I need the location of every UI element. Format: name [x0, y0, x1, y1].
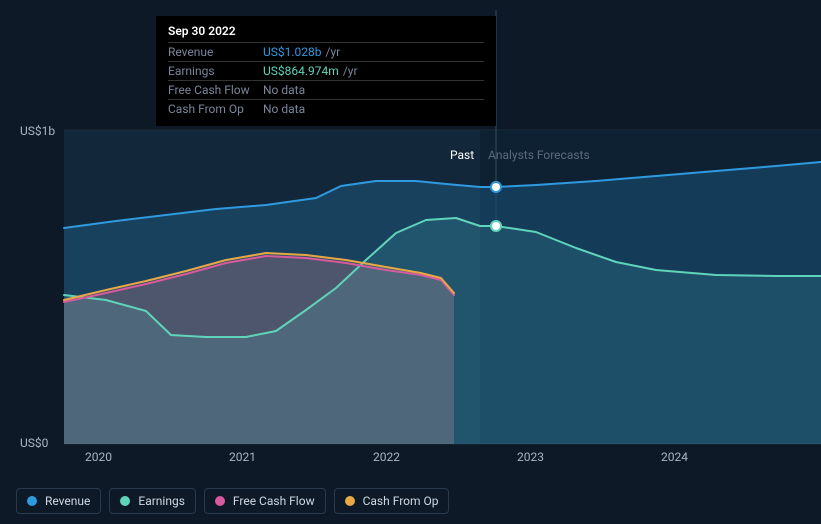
legend-item[interactable]: Cash From Op: [334, 488, 450, 514]
tooltip-row-value: US$864.974m/yr: [263, 64, 484, 78]
legend-item[interactable]: Free Cash Flow: [204, 488, 326, 514]
legend-label: Earnings: [138, 494, 185, 508]
legend-item[interactable]: Earnings: [109, 488, 196, 514]
tooltip-row-label: Earnings: [168, 64, 263, 78]
tooltip-row: RevenueUS$1.028b/yr: [168, 42, 484, 61]
tooltip-row-label: Revenue: [168, 45, 263, 59]
legend-dot-icon: [27, 496, 37, 506]
tooltip-row-label: Free Cash Flow: [168, 83, 263, 97]
legend-dot-icon: [120, 496, 130, 506]
tooltip-row: EarningsUS$864.974m/yr: [168, 61, 484, 80]
tooltip-row-value: No data: [263, 102, 484, 116]
tooltip-row-value: US$1.028b/yr: [263, 45, 484, 59]
x-axis-tick: 2020: [85, 450, 112, 464]
legend-item[interactable]: Revenue: [16, 488, 101, 514]
chart-tooltip: Sep 30 2022 RevenueUS$1.028b/yrEarningsU…: [156, 16, 496, 126]
x-axis-tick: 2022: [373, 450, 400, 464]
tooltip-row-value: No data: [263, 83, 484, 97]
tooltip-date: Sep 30 2022: [168, 24, 484, 42]
y-axis-bottom-label: US$0: [20, 436, 48, 450]
section-label-forecast: Analysts Forecasts: [488, 148, 590, 162]
section-label-past: Past: [450, 148, 474, 162]
tooltip-row-label: Cash From Op: [168, 102, 263, 116]
x-axis-tick: 2024: [661, 450, 688, 464]
tooltip-row: Free Cash FlowNo data: [168, 80, 484, 99]
x-axis-tick: 2023: [517, 450, 544, 464]
y-axis-top-label: US$1b: [20, 124, 55, 138]
legend-label: Cash From Op: [363, 494, 439, 508]
tooltip-row: Cash From OpNo data: [168, 99, 484, 118]
legend-dot-icon: [215, 496, 225, 506]
tooltip-row-suffix: /yr: [326, 45, 341, 59]
legend-label: Revenue: [45, 494, 90, 508]
x-axis-tick: 2021: [229, 450, 256, 464]
legend-label: Free Cash Flow: [233, 494, 315, 508]
legend-dot-icon: [345, 496, 355, 506]
chart-legend: Revenue Earnings Free Cash Flow Cash From O…: [16, 488, 449, 514]
tooltip-row-suffix: /yr: [343, 64, 358, 78]
chart-container: Sep 30 2022 RevenueUS$1.028b/yrEarningsU…: [16, 0, 805, 524]
